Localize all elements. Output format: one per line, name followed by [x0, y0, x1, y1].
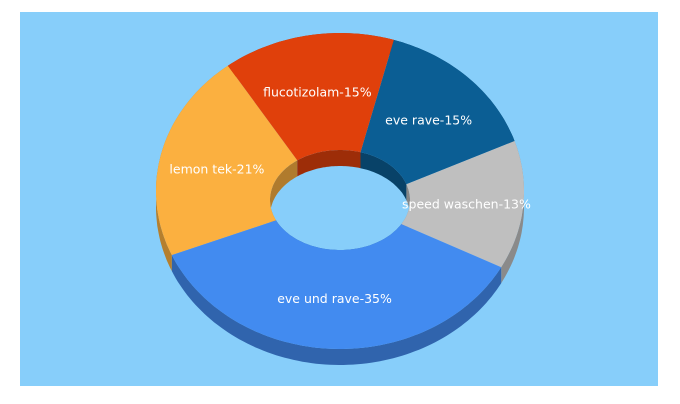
- slice: [156, 65, 298, 255]
- slice-inner-wall: [297, 150, 361, 177]
- slice-outer-wall: [171, 255, 502, 365]
- slice-inner-wall: [360, 152, 407, 201]
- slice-label: lemon tek-21%: [169, 161, 264, 176]
- slice: [227, 33, 394, 161]
- slice: [401, 141, 524, 268]
- slice-label: eve rave-15%: [385, 113, 472, 128]
- slice-label: eve und rave-35%: [277, 291, 392, 306]
- slice-label: speed waschen-13%: [402, 196, 531, 211]
- slice-inner-wall: [270, 160, 298, 237]
- slice-label: flucotizolam-15%: [263, 85, 372, 100]
- slice: [360, 39, 515, 185]
- slice: [171, 220, 502, 349]
- slice-outer-wall: [501, 141, 524, 284]
